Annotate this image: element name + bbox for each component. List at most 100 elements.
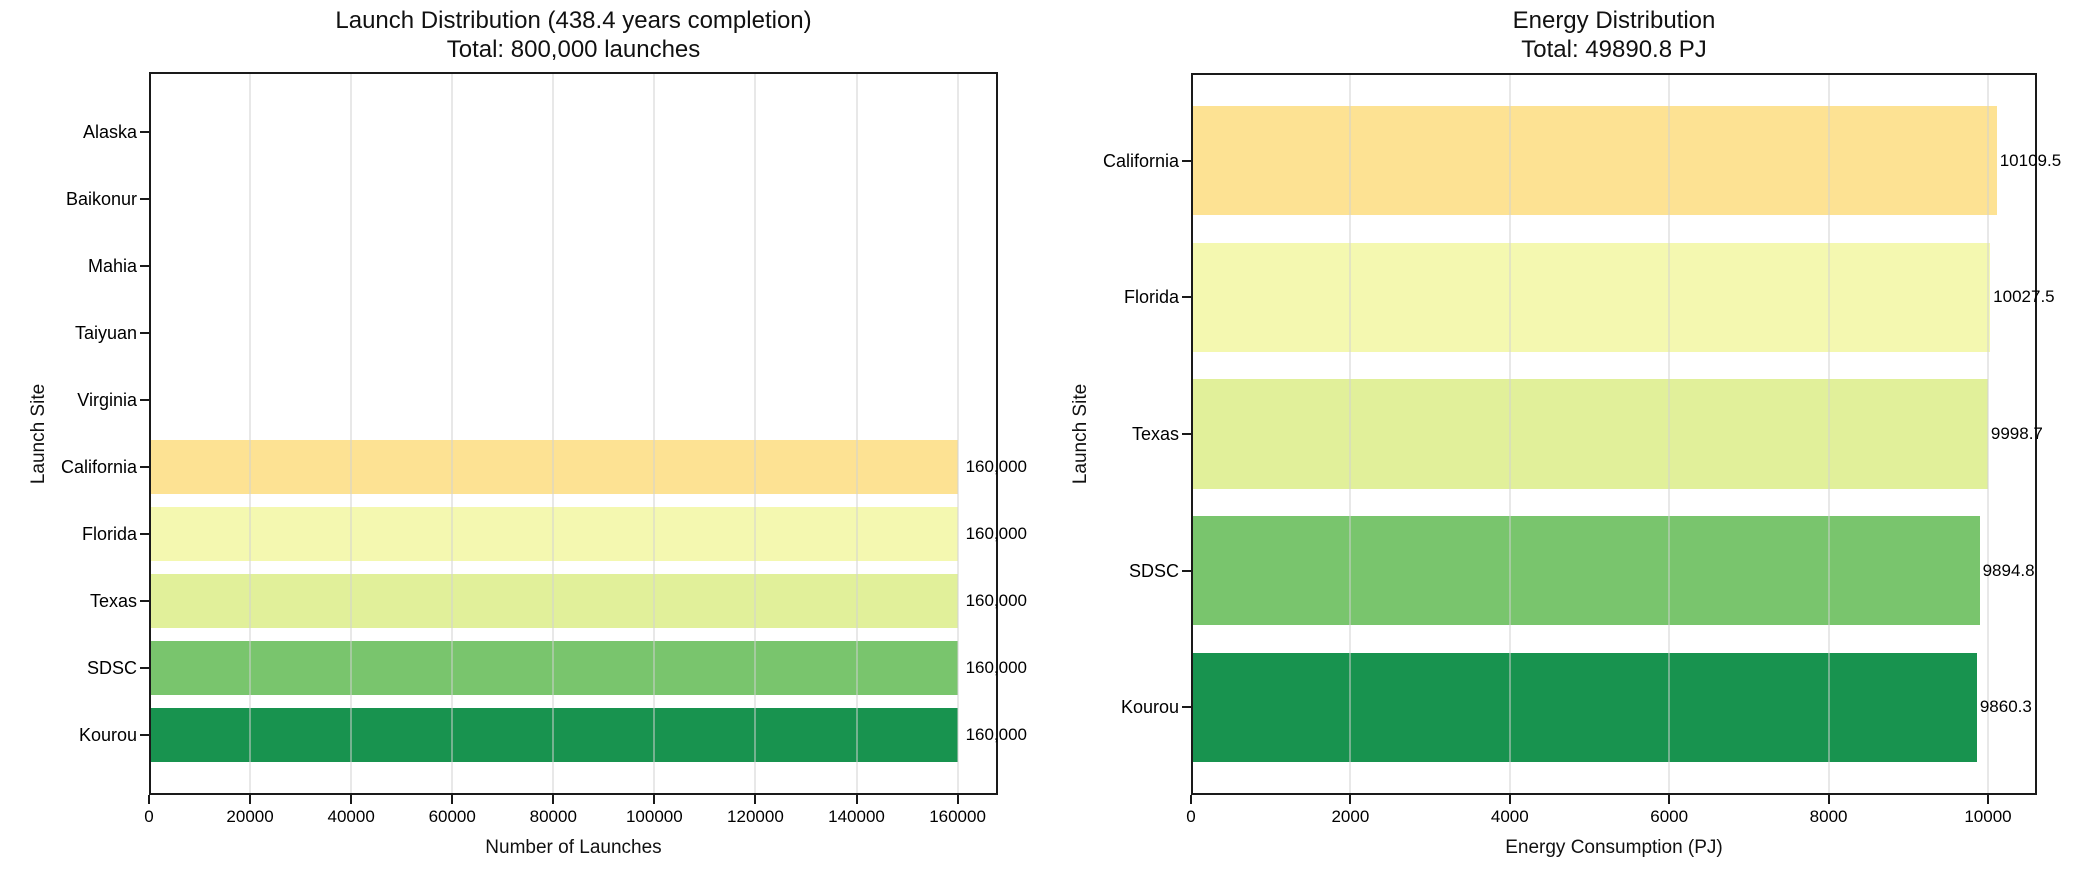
chart-title-main: Energy Distribution — [1512, 7, 1716, 34]
y-tick-mark — [140, 264, 149, 267]
x-tick-label: 6000 — [1650, 807, 1689, 826]
gridline — [1349, 73, 1352, 795]
chart-title: Launch Distribution (438.4 years complet… — [149, 6, 998, 64]
y-tick-mark — [140, 197, 149, 200]
x-tick-label: 120000 — [727, 807, 784, 826]
bar-value-label: 160,000 — [965, 591, 1028, 611]
y-tick-mark — [140, 331, 149, 334]
gridline — [653, 72, 656, 795]
gridline — [1986, 73, 1989, 795]
gridline — [855, 72, 858, 795]
y-tick-label: Texas — [89, 591, 137, 612]
y-tick-label: Baikonur — [65, 188, 137, 209]
bar-kourou — [1191, 652, 1977, 763]
bar-value-label: 9998.7 — [1990, 424, 2043, 443]
y-tick-label: SDSC — [1128, 560, 1179, 581]
plot-area: 0 2000 4000 6000 8000 10000 California 10109.5 F… — [1103, 73, 2061, 826]
x-axis-label: Energy Consumption (PJ) — [1505, 837, 1723, 858]
x-tick-mark — [552, 795, 555, 804]
y-tick-mark — [140, 600, 149, 603]
x-tick-label: 80000 — [529, 807, 577, 826]
bar-value-label: 9894.8 — [1982, 560, 2035, 580]
chart-title-subtitle: Total: 49890.8 PJ — [1521, 36, 1707, 63]
chart-title-subtitle: Total: 800,000 launches — [446, 36, 701, 63]
x-axis-label: Number of Launches — [485, 837, 662, 858]
x-tick-label: 40000 — [327, 807, 375, 826]
y-tick-label: Texas — [1131, 424, 1179, 444]
gridline — [451, 72, 454, 795]
y-tick-mark — [140, 398, 149, 401]
x-tick-mark — [1668, 795, 1671, 804]
x-tick-mark — [451, 795, 454, 804]
bar-value-label: 10109.5 — [1999, 150, 2062, 170]
gridline — [249, 72, 252, 795]
x-tick-mark — [855, 795, 858, 804]
bar-value-label: 160,000 — [965, 524, 1028, 544]
plot-area: 0 20000 40000 60000 80000 100000 120000 140000 1… — [61, 72, 1027, 826]
x-tick-label: 2000 — [1331, 807, 1370, 826]
x-tick-label: 140000 — [828, 807, 885, 826]
y-tick-label: Mahia — [87, 255, 137, 276]
gridline — [1827, 73, 1830, 795]
y-tick-label: Virginia — [77, 389, 137, 410]
x-tick-mark — [653, 795, 656, 804]
y-tick-mark — [140, 533, 149, 536]
x-tick-label: 4000 — [1490, 807, 1529, 826]
x-tick-label: 0 — [144, 807, 154, 826]
bar-texas — [1191, 379, 1988, 489]
y-tick-mark — [1182, 569, 1191, 572]
x-tick-label: 160000 — [929, 807, 986, 826]
bar-value-label: 160,000 — [965, 457, 1028, 477]
gridline — [1668, 73, 1671, 795]
y-tick-mark — [1182, 296, 1191, 299]
y-tick-label: Taiyuan — [74, 322, 137, 343]
x-tick-mark — [148, 795, 150, 804]
y-tick-label: Alaska — [82, 121, 137, 142]
x-tick-mark — [956, 795, 959, 804]
x-tick-mark — [1508, 795, 1511, 804]
x-tick-label: 0 — [1186, 807, 1196, 826]
y-tick-label: California — [1102, 150, 1179, 171]
y-tick-mark — [140, 130, 149, 133]
x-tick-mark — [754, 795, 757, 804]
gridline — [1508, 73, 1511, 795]
y-tick-label: California — [60, 457, 137, 478]
x-tick-label: 100000 — [625, 807, 683, 826]
gridline — [552, 72, 555, 795]
bar-value-label: 160,000 — [965, 658, 1028, 678]
y-tick-label: SDSC — [86, 658, 137, 679]
y-tick-label: Florida — [1123, 287, 1179, 308]
x-tick-label: 8000 — [1809, 807, 1848, 826]
chart-title: Energy Distribution Total: 49890.8 PJ — [1191, 6, 2037, 64]
bar-value-label: 10027.5 — [1993, 287, 2055, 307]
bar-florida — [1191, 242, 1991, 352]
x-tick-mark — [1349, 795, 1352, 804]
y-tick-mark — [1182, 706, 1191, 709]
x-tick-mark — [350, 795, 353, 804]
y-tick-label: Kourou — [1120, 697, 1179, 718]
bar-value-label: 9860.3 — [1979, 697, 2032, 717]
chart-title-main: Launch Distribution (438.4 years complet… — [335, 7, 812, 34]
bar-sdsc — [1191, 516, 1980, 626]
y-tick-mark — [1182, 159, 1191, 162]
x-tick-label: 20000 — [226, 807, 274, 826]
x-tick-label: 10000 — [1964, 807, 2012, 826]
y-tick-mark — [140, 667, 149, 670]
y-tick-mark — [1182, 433, 1191, 435]
bar-value-label: 160,000 — [965, 725, 1028, 745]
x-tick-mark — [249, 795, 252, 804]
x-tick-label: 60000 — [428, 807, 476, 826]
y-axis-label: Launch Site — [1070, 383, 1091, 485]
x-tick-mark — [1190, 795, 1192, 804]
x-tick-mark — [1986, 795, 1989, 804]
y-tick-label: Kourou — [78, 725, 137, 746]
y-tick-label: Florida — [81, 524, 137, 545]
gridline — [956, 72, 959, 795]
bar-california — [1191, 105, 1997, 216]
y-tick-mark — [140, 466, 149, 469]
x-tick-mark — [1827, 795, 1830, 804]
gridline — [350, 72, 353, 795]
